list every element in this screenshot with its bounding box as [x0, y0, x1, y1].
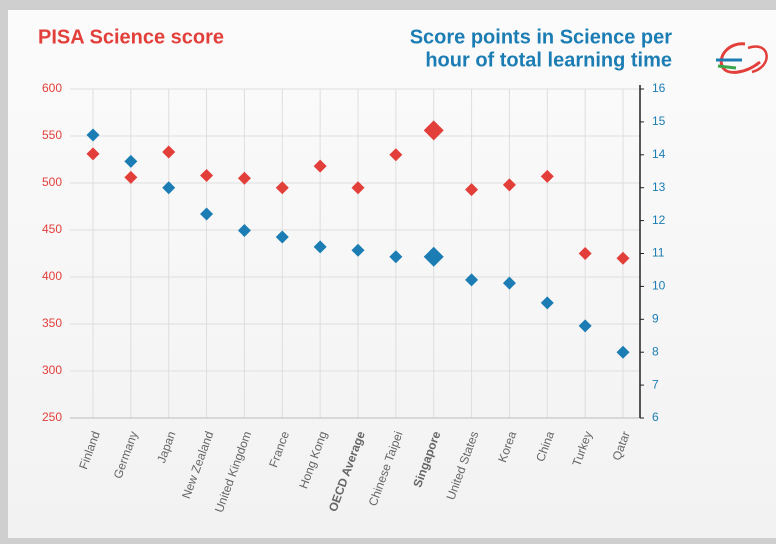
marker [389, 148, 403, 162]
y2-tick-label: 15 [652, 114, 666, 128]
marker [351, 243, 365, 257]
marker [275, 230, 289, 244]
y-tick-label: 400 [42, 269, 62, 283]
panel [8, 10, 776, 538]
marker [502, 178, 516, 192]
marker [540, 169, 554, 183]
y2-tick-label: 12 [652, 213, 666, 227]
left-title: PISA Science score [38, 26, 224, 48]
y2-tick-label: 13 [652, 180, 666, 194]
marker [502, 276, 516, 290]
y2-tick-label: 14 [652, 147, 666, 161]
y2-tick-label: 9 [652, 311, 659, 325]
marker [578, 319, 592, 333]
marker [423, 246, 444, 267]
y-tick-label: 250 [42, 410, 62, 424]
marker [313, 159, 327, 173]
marker [423, 120, 444, 141]
y-tick-label: 600 [42, 81, 62, 95]
marker [389, 250, 403, 264]
marker [616, 345, 630, 359]
marker [465, 273, 479, 287]
marker [86, 128, 100, 142]
marker [313, 240, 327, 254]
marker [351, 181, 365, 195]
marker [124, 170, 138, 184]
marker [162, 145, 176, 159]
y-tick-label: 550 [42, 128, 62, 142]
y-tick-label: 450 [42, 222, 62, 236]
y2-tick-label: 16 [652, 81, 666, 95]
right-title: hour of total learning time [425, 49, 672, 71]
marker [578, 247, 592, 260]
y2-tick-label: 7 [652, 377, 659, 391]
right-title: Score points in Science per [410, 26, 673, 48]
marker [237, 223, 251, 237]
y-tick-label: 300 [42, 363, 62, 377]
marker [237, 171, 251, 185]
marker [86, 147, 100, 161]
marker [616, 251, 630, 265]
y2-tick-label: 10 [652, 279, 666, 293]
marker [465, 183, 479, 197]
y2-tick-label: 8 [652, 344, 659, 358]
y2-tick-label: 11 [652, 246, 665, 260]
marker [162, 181, 176, 195]
marker [540, 296, 554, 310]
y-tick-label: 350 [42, 316, 62, 330]
marker [124, 154, 138, 168]
marker [200, 207, 214, 221]
marker [275, 181, 289, 195]
logo [716, 42, 768, 74]
y-tick-label: 500 [42, 175, 62, 189]
y2-tick-label: 6 [652, 410, 659, 424]
marker [200, 168, 214, 182]
